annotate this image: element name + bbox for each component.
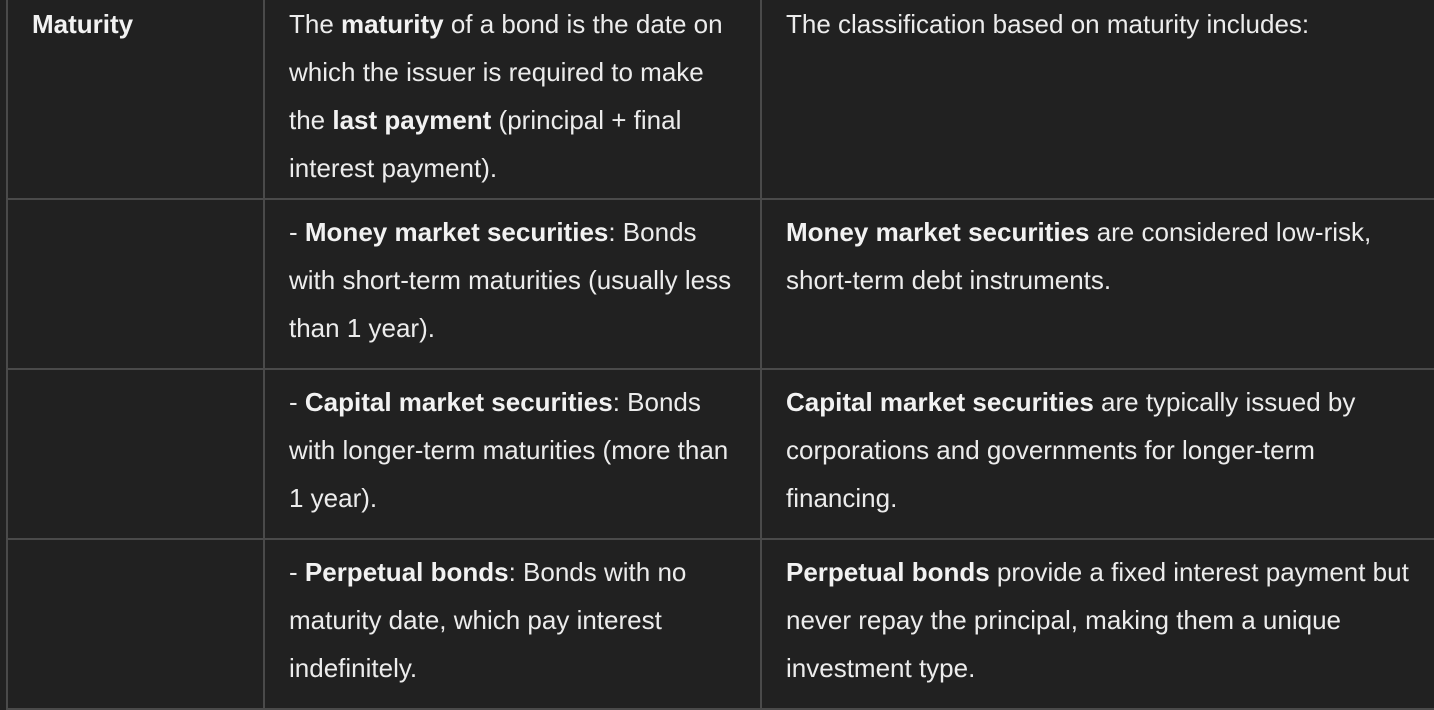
text-fragment: - — [289, 557, 305, 587]
bond-maturity-table: Maturity The maturity of a bond is the d… — [6, 0, 1434, 710]
table-row: - Money market securities: Bonds with sh… — [6, 198, 1434, 370]
table-row: - Perpetual bonds: Bonds with no maturit… — [6, 538, 1434, 710]
description-cell: - Perpetual bonds: Bonds with no maturit… — [263, 538, 762, 710]
text-fragment: The classification based on maturity inc… — [786, 9, 1310, 39]
text-fragment: : Bonds with no maturity date, which pay… — [289, 557, 687, 683]
text-fragment: are typically issued by corporations and… — [786, 387, 1356, 513]
bold-term: maturity — [341, 9, 444, 39]
text-fragment: provide a fixed interest payment but nev… — [786, 557, 1409, 683]
bold-term: Perpetual bonds — [786, 557, 990, 587]
table-row: - Capital market securities: Bonds with … — [6, 368, 1434, 540]
bold-term: Money market securities — [786, 217, 1090, 247]
row-label: Maturity — [32, 9, 134, 39]
text-fragment: - — [289, 217, 305, 247]
bold-term: Capital market securities — [304, 387, 613, 417]
table-row: Maturity The maturity of a bond is the d… — [6, 0, 1434, 200]
text-fragment: : Bonds with longer-term maturities (mor… — [289, 387, 729, 513]
text-fragment: The — [289, 9, 342, 39]
bold-term: Capital market securities — [786, 387, 1094, 417]
description-cell: - Money market securities: Bonds with sh… — [263, 198, 762, 370]
description-cell: The maturity of a bond is the date on wh… — [263, 0, 762, 200]
text-fragment: are considered low-risk, short-term debt… — [786, 217, 1372, 295]
row-label-cell — [6, 198, 265, 370]
notes-cell: Perpetual bonds provide a fixed interest… — [760, 538, 1434, 710]
bond-maturity-table-wrapper: Maturity The maturity of a bond is the d… — [6, 0, 1434, 710]
bold-term: Money market securities — [304, 217, 609, 247]
row-label-cell — [6, 368, 265, 540]
bold-term: last payment — [332, 105, 492, 135]
row-label-cell: Maturity — [6, 0, 265, 200]
text-fragment: of a bond is the date on which the issue… — [289, 9, 723, 135]
notes-cell: Money market securities are considered l… — [760, 198, 1434, 370]
text-fragment: - — [289, 387, 305, 417]
notes-cell: Capital market securities are typically … — [760, 368, 1434, 540]
notes-cell: The classification based on maturity inc… — [760, 0, 1434, 200]
row-label-cell — [6, 538, 265, 710]
description-cell: - Capital market securities: Bonds with … — [263, 368, 762, 540]
text-fragment: : Bonds with short-term maturities (usua… — [289, 217, 732, 343]
text-fragment: (principal + final interest payment). — [289, 105, 682, 183]
bold-term: Perpetual bonds — [304, 557, 509, 587]
